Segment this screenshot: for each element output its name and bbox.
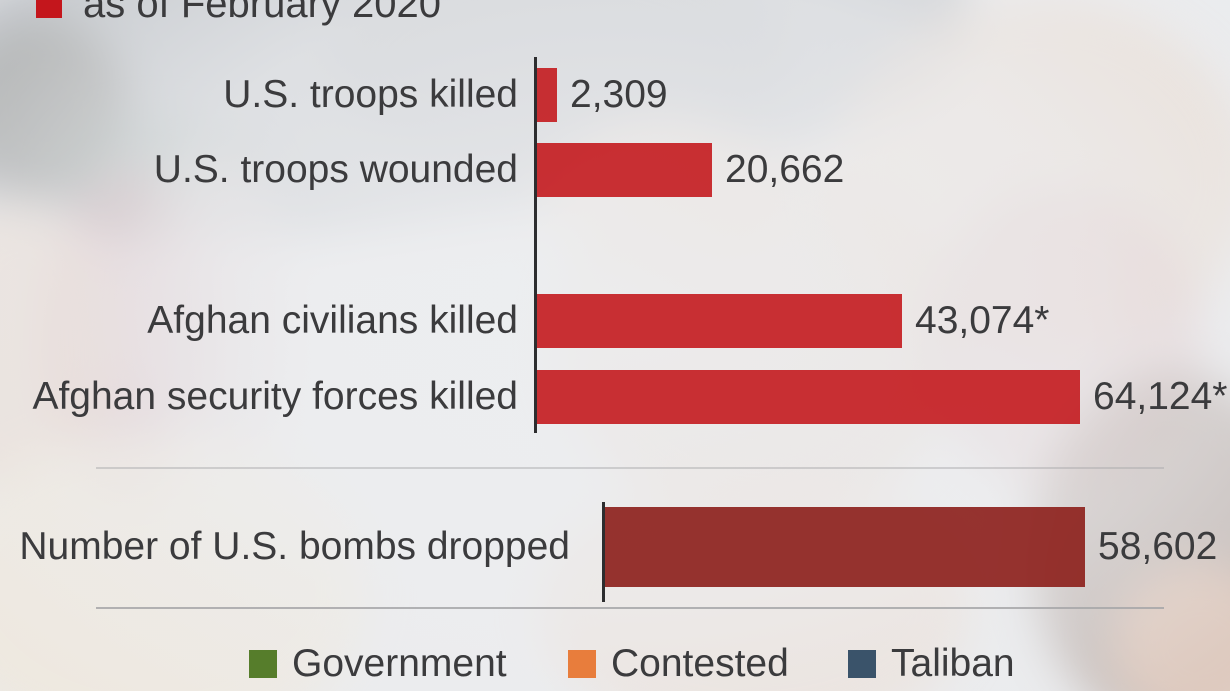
bar-us-troops-killed (537, 68, 557, 122)
kicker-swatch-red (36, 0, 62, 18)
legend-swatch-contested (568, 650, 596, 678)
bar-row-bombs-dropped: 58,602 (605, 507, 1217, 587)
bar-value-us-troops-wounded: 20,662 (725, 148, 845, 191)
legend-swatch-taliban (848, 650, 876, 678)
bar-label-bombs-dropped: Number of U.S. bombs dropped (19, 525, 570, 568)
legend-swatch-government (249, 650, 277, 678)
axis-line-bombs (602, 502, 605, 602)
bar-value-us-troops-killed: 2,309 (570, 73, 668, 116)
bar-value-afghan-security: 64,124* (1093, 375, 1228, 418)
kicker-text: as of February 2020 (83, 0, 441, 26)
bar-afghan-civilians (537, 294, 902, 348)
legend-label-contested: Contested (611, 642, 789, 685)
legend-divider (96, 607, 1164, 609)
legend-item-contested: Contested (568, 642, 789, 685)
bar-label-us-troops-killed: U.S. troops killed (223, 73, 518, 116)
bar-label-afghan-security: Afghan security forces killed (32, 375, 518, 418)
bar-us-troops-wounded (537, 143, 712, 197)
bar-label-afghan-civilians: Afghan civilians killed (147, 299, 518, 342)
bar-row-us-troops-killed: 2,309 (537, 68, 668, 122)
legend-item-taliban: Taliban (848, 642, 1015, 685)
bar-afghan-security (537, 370, 1080, 424)
legend-item-government: Government (249, 642, 507, 685)
section-divider-faint (96, 467, 1164, 469)
bar-row-us-troops-wounded: 20,662 (537, 143, 844, 197)
bar-bombs-dropped (605, 507, 1085, 587)
bar-row-afghan-security: 64,124* (537, 370, 1227, 424)
legend-label-taliban: Taliban (891, 642, 1015, 685)
bar-value-afghan-civilians: 43,074* (915, 299, 1050, 342)
legend-label-government: Government (292, 642, 507, 685)
bar-row-afghan-civilians: 43,074* (537, 294, 1049, 348)
axis-line-casualties (534, 57, 537, 433)
bar-value-bombs-dropped: 58,602 (1098, 525, 1218, 568)
bar-label-us-troops-wounded: U.S. troops wounded (153, 148, 518, 191)
